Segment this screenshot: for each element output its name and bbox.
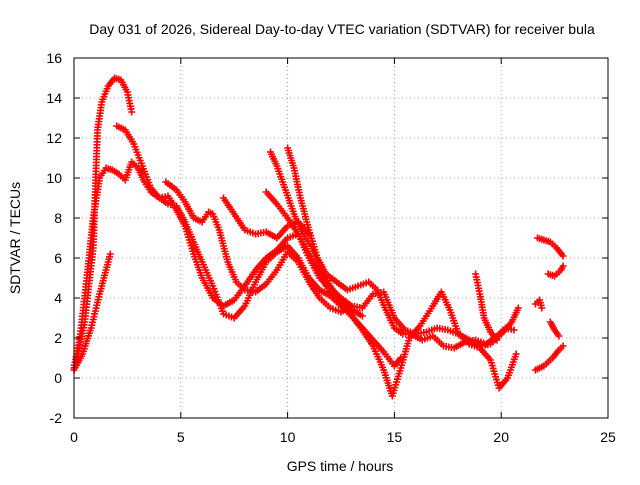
data-points bbox=[70, 74, 567, 400]
y-tick-label: 6 bbox=[54, 250, 62, 266]
data-point bbox=[128, 108, 136, 116]
x-tick-label: 25 bbox=[600, 429, 616, 445]
y-tick-label: 4 bbox=[54, 290, 62, 306]
grid-lines bbox=[74, 58, 608, 418]
series-track-9 bbox=[262, 188, 366, 320]
data-point bbox=[493, 336, 501, 344]
y-tick-label: 16 bbox=[46, 50, 62, 66]
data-point bbox=[514, 304, 522, 312]
chart-title: Day 031 of 2026, Sidereal Day-to-day VTE… bbox=[89, 21, 595, 37]
x-tick-label: 15 bbox=[387, 429, 403, 445]
series-track-14 bbox=[546, 318, 563, 340]
series-track-10 bbox=[472, 270, 501, 344]
series-track-11 bbox=[531, 296, 546, 312]
y-tick-label: -2 bbox=[50, 410, 63, 426]
series-track-2 bbox=[72, 74, 136, 366]
series-track-12 bbox=[534, 234, 567, 260]
series-track-15 bbox=[531, 342, 567, 374]
data-point bbox=[510, 326, 518, 334]
series-track-6 bbox=[220, 194, 313, 242]
data-point bbox=[555, 332, 563, 340]
plot-frame bbox=[73, 57, 609, 419]
data-point bbox=[397, 354, 405, 362]
y-tick-label: 8 bbox=[54, 210, 62, 226]
x-tick-label: 0 bbox=[70, 429, 78, 445]
y-tick-label: 12 bbox=[46, 130, 62, 146]
x-tick-label: 10 bbox=[280, 429, 296, 445]
data-point bbox=[538, 304, 546, 312]
y-axis-label: SDTVAR / TECUs bbox=[7, 182, 23, 294]
x-tick-label: 20 bbox=[493, 429, 509, 445]
data-point bbox=[559, 252, 567, 260]
data-point bbox=[106, 250, 114, 258]
data-point bbox=[512, 350, 520, 358]
axis-ticks bbox=[73, 57, 609, 419]
y-tick-label: 10 bbox=[46, 170, 62, 186]
data-point bbox=[559, 262, 567, 270]
axis-tick-labels: 0 5 10 15 20 25 -2 0 2 4 6 8 10 12 14 16 bbox=[46, 50, 616, 445]
y-tick-label: 14 bbox=[46, 90, 62, 106]
y-tick-label: 0 bbox=[54, 370, 62, 386]
series-track-8 bbox=[284, 144, 518, 352]
series-track-5 bbox=[162, 178, 356, 316]
data-point bbox=[358, 312, 366, 320]
data-point bbox=[559, 342, 567, 350]
series-track-13 bbox=[544, 262, 567, 280]
x-tick-label: 5 bbox=[177, 429, 185, 445]
y-tick-label: 2 bbox=[54, 330, 62, 346]
x-axis-label: GPS time / hours bbox=[287, 458, 394, 474]
